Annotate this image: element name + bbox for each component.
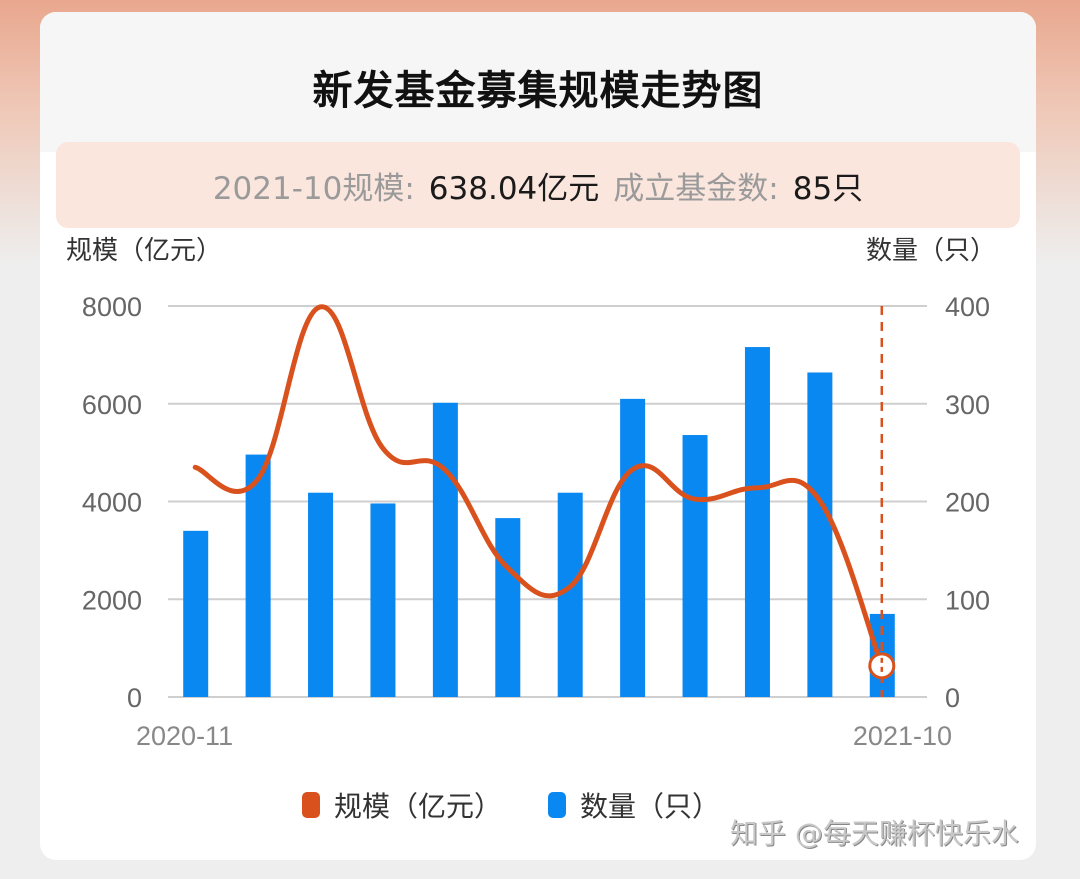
right-axis-tick: 0 [945, 683, 960, 713]
legend-item-count[interactable]: 数量（只） [548, 785, 720, 825]
bar-count[interactable] [807, 372, 833, 697]
legend-item-scale[interactable]: 规模（亿元） [302, 785, 502, 825]
summary-scale-value: 638.04亿元 [428, 170, 600, 207]
legend-label-scale: 规模（亿元） [334, 790, 503, 823]
card-header [40, 12, 1036, 152]
legend-label-count: 数量（只） [580, 790, 721, 823]
bar-count[interactable] [495, 518, 521, 697]
bar-count[interactable] [245, 454, 271, 697]
summary-count-label: 成立基金数: [613, 170, 779, 207]
legend-swatch-line-icon [302, 792, 320, 818]
watermark: 知乎 @每天赚杯快乐水 [730, 817, 1019, 850]
bar-count[interactable] [308, 492, 334, 697]
bar-count[interactable] [370, 503, 396, 697]
right-axis-tick: 400 [945, 292, 990, 322]
current-point-marker-icon[interactable] [868, 652, 896, 680]
left-axis-tick: 6000 [82, 390, 142, 420]
summary-banner: 2021-10规模: 638.04亿元 成立基金数: 85只 [56, 142, 1020, 228]
x-axis-end-label: 2021-10 [853, 721, 952, 751]
bar-count[interactable] [682, 435, 708, 697]
chart-title: 新发基金募集规模走势图 [312, 68, 764, 114]
summary-period-label: 2021-10规模: [212, 170, 415, 207]
right-axis-tick: 200 [945, 488, 990, 518]
left-axis-tick: 2000 [82, 585, 142, 615]
line-scale[interactable] [192, 304, 885, 669]
bar-count[interactable] [620, 398, 646, 697]
right-axis-title: 数量（只） [865, 236, 996, 266]
bar-count[interactable] [183, 530, 209, 697]
left-axis-tick: 0 [127, 683, 142, 713]
chart-plot-area[interactable]: 0 0 2000 100 4000 200 6000 300 8000 400 2020-11 202… [40, 12, 1036, 772]
left-axis-tick: 4000 [82, 488, 142, 518]
left-axis-tick: 8000 [82, 292, 142, 322]
chart-card: 新发基金募集规模走势图 2021-10规模: 638.04亿元 成立基金数: 8… [40, 12, 1036, 860]
chart-legend: 规模（亿元） 数量（只） [302, 785, 766, 825]
right-axis-tick: 100 [945, 585, 990, 615]
bar-count[interactable] [432, 402, 458, 697]
legend-swatch-bar-icon [548, 792, 567, 818]
summary-count-value: 85只 [792, 170, 864, 207]
left-axis-title: 规模（亿元） [66, 236, 223, 266]
right-axis-tick: 300 [945, 390, 990, 420]
x-axis-start-label: 2020-11 [136, 721, 233, 751]
bar-count[interactable] [744, 347, 770, 697]
